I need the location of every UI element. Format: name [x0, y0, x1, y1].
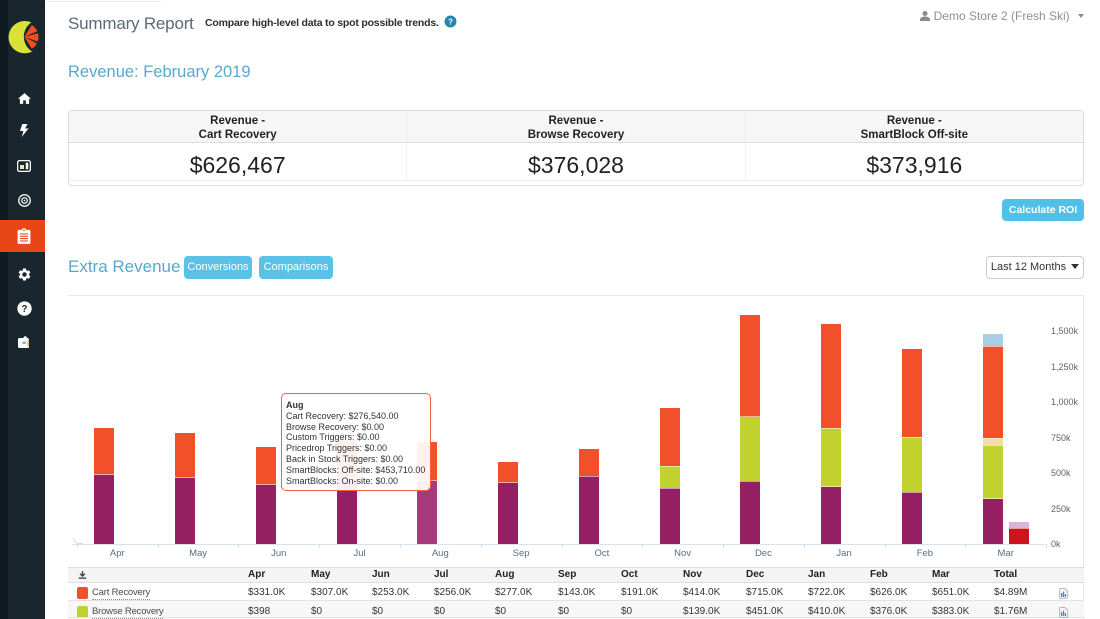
- svg-text:?: ?: [21, 303, 27, 314]
- svg-text:?: ?: [448, 17, 453, 26]
